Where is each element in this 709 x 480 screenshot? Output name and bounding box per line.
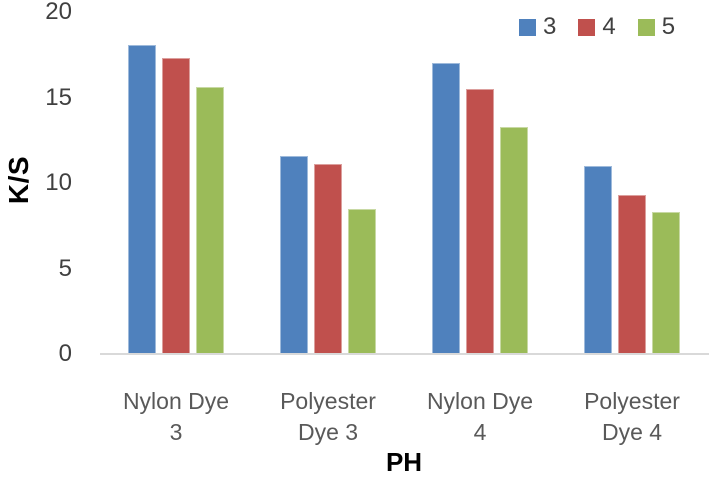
bar-series-3 bbox=[280, 155, 308, 354]
bar-series-3 bbox=[584, 165, 612, 354]
legend-label: 5 bbox=[661, 13, 676, 40]
bar-group-1 bbox=[100, 12, 252, 354]
legend-swatch-icon bbox=[578, 18, 596, 36]
bar-group-4 bbox=[556, 12, 708, 354]
y-tick-label: 20 bbox=[45, 0, 72, 25]
x-category-label: Nylon Dye 4 bbox=[426, 388, 534, 445]
y-tick-label: 15 bbox=[45, 83, 72, 111]
legend-swatch-icon bbox=[519, 18, 536, 36]
bar-series-3 bbox=[432, 63, 460, 354]
bar-series-4 bbox=[314, 164, 342, 354]
bar-group-3 bbox=[404, 12, 556, 354]
x-axis-line bbox=[100, 353, 709, 355]
x-category-label: Polyester Dye 4 bbox=[584, 388, 680, 445]
y-tick-label: 10 bbox=[45, 169, 72, 196]
x-axis-title: PH bbox=[385, 447, 423, 477]
bar-series-4 bbox=[162, 58, 190, 354]
bar-series-5 bbox=[348, 208, 376, 354]
legend-swatch-icon bbox=[637, 18, 655, 36]
x-category-label: Nylon Dye 3 bbox=[122, 388, 230, 445]
y-axis-title: K/S bbox=[3, 155, 34, 205]
y-tick-label: 0 bbox=[58, 340, 72, 367]
chart-legend: 3 4 5 bbox=[519, 15, 675, 39]
bar-series-5 bbox=[652, 212, 680, 354]
bar-series-3 bbox=[128, 44, 156, 354]
legend-label: 3 bbox=[543, 13, 557, 40]
y-tick-label: 5 bbox=[58, 254, 72, 282]
legend-item-4: 4 bbox=[578, 13, 616, 40]
bar-group-2 bbox=[252, 12, 404, 354]
bar-series-5 bbox=[500, 126, 528, 354]
bar-series-4 bbox=[466, 88, 494, 354]
x-category-label: Polyester Dye 3 bbox=[280, 388, 376, 445]
bar-series-5 bbox=[196, 87, 224, 354]
legend-item-3: 3 bbox=[519, 15, 556, 39]
bar-series-4 bbox=[618, 194, 646, 354]
legend-item-5: 5 bbox=[637, 13, 676, 40]
legend-label: 4 bbox=[602, 13, 616, 40]
plot-area bbox=[100, 12, 708, 354]
